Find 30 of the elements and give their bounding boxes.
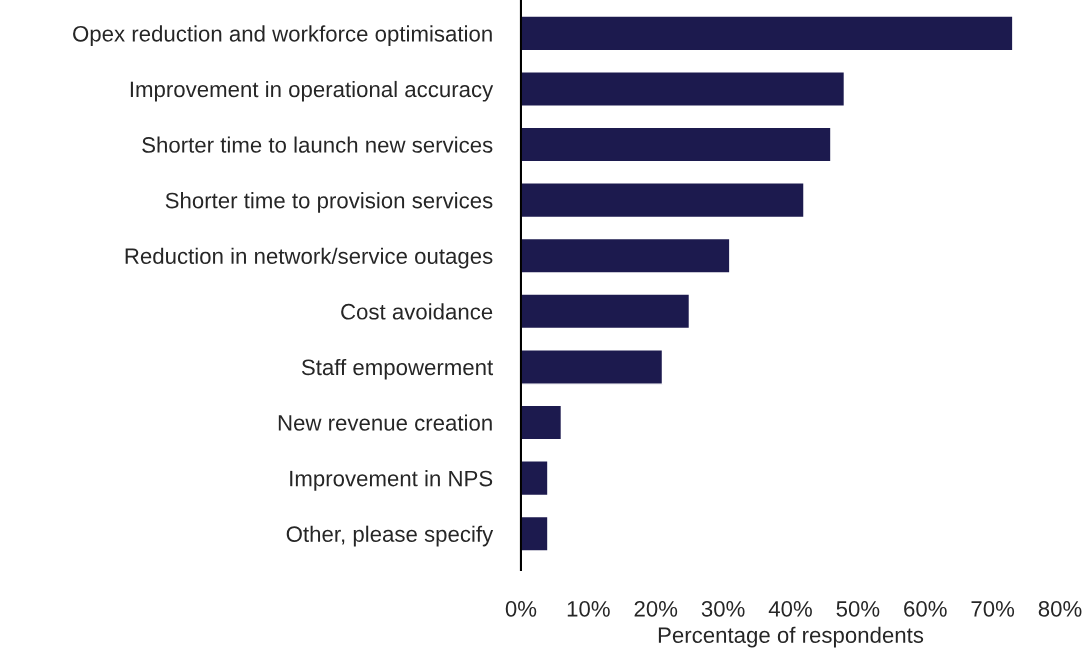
y-tick-label: Staff empowerment bbox=[301, 358, 494, 380]
x-tick-label: 40% bbox=[768, 600, 812, 617]
bar bbox=[520, 71, 846, 107]
x-tick-label: 60% bbox=[904, 600, 947, 617]
y-tick-label: Improvement in NPS bbox=[290, 470, 493, 491]
x-tick-label: 50% bbox=[836, 600, 880, 617]
bar bbox=[520, 293, 691, 330]
x-tick-label: 0% bbox=[505, 600, 537, 617]
y-tick-label: New revenue creation bbox=[278, 414, 492, 431]
x-tick-label: 70% bbox=[971, 600, 1015, 617]
bar bbox=[520, 404, 563, 441]
y-tick-label: Cost avoidance bbox=[341, 303, 493, 320]
y-tick-label: Other, please specify bbox=[286, 525, 494, 547]
x-tick-label: 20% bbox=[634, 600, 678, 617]
x-tick-label: 10% bbox=[567, 600, 610, 617]
y-tick-label: Opex reduction and workforce optimisation bbox=[73, 25, 492, 47]
y-tick-label: Shorter time to provision services bbox=[165, 192, 493, 213]
bar bbox=[520, 515, 549, 552]
x-tick-label: 30% bbox=[701, 600, 745, 617]
x-axis-title: Percentage of respondents bbox=[658, 626, 924, 648]
bar bbox=[520, 15, 1014, 52]
y-tick-label: Reduction in network/service outages bbox=[125, 247, 493, 269]
bar bbox=[520, 182, 805, 219]
y-tick-label: Shorter time to launch new services bbox=[142, 136, 493, 153]
x-tick-label: 80% bbox=[1038, 600, 1082, 617]
bar bbox=[520, 237, 731, 274]
bar bbox=[520, 460, 549, 497]
y-tick-label: Improvement in operational accuracy bbox=[130, 80, 494, 102]
bar bbox=[520, 348, 664, 385]
bar bbox=[520, 126, 832, 163]
